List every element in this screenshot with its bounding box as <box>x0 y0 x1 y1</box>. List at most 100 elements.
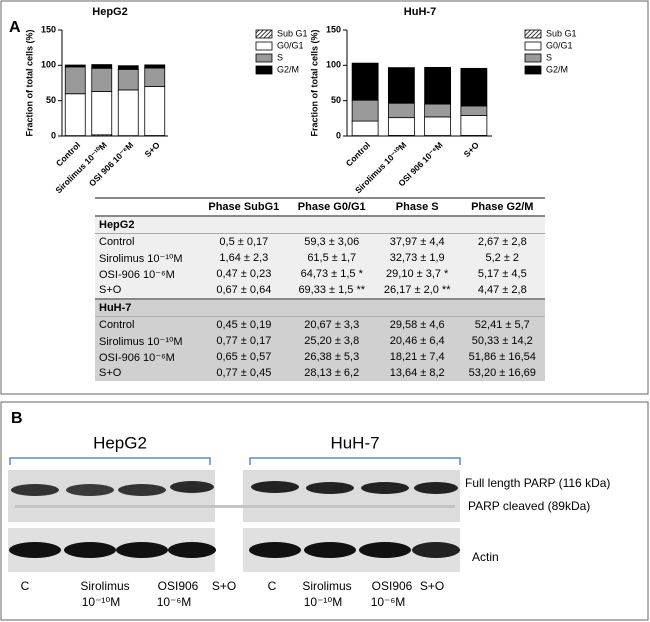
legend-label: G0/G1 <box>277 40 304 50</box>
table-cell: 2,67 ± 2,8 <box>459 233 545 250</box>
lane-label: C <box>268 579 277 593</box>
section-row: HuH-7 <box>95 298 545 317</box>
legend-label: Sub G1 <box>546 28 577 38</box>
lane-label: Sirolimus <box>302 579 351 593</box>
y-axis-label: Fraction of total cells (%) <box>24 29 34 136</box>
table-cell: 0,67 ± 0,64 <box>199 282 289 299</box>
legend-swatch <box>255 65 273 75</box>
y-tick-label: 150 <box>41 24 56 34</box>
table-header: Phase SubG1 Phase G0/G1 Phase S Phase G2/M <box>95 197 545 217</box>
bar-segment <box>351 99 379 122</box>
bar-segment <box>460 105 488 116</box>
section-title: HepG2 <box>95 216 545 234</box>
table-cell: 50,33 ± 14,2 <box>459 333 545 349</box>
bar-segment <box>387 102 415 119</box>
table-cell: 0,77 ± 0,17 <box>199 333 289 349</box>
table-row: OSI-906 10⁻⁶M 0,47 ± 0,23 64,73 ± 1,5 * 29,… <box>95 266 545 282</box>
bar-segment <box>424 103 452 118</box>
table-cell: 53,20 ± 16,69 <box>459 365 545 381</box>
bar-segment <box>117 65 139 70</box>
lane-label: OSI906 <box>372 579 413 593</box>
bar-segment <box>91 67 113 92</box>
row-label: Control <box>95 316 200 333</box>
panel-label: B <box>11 410 23 427</box>
bar-segment <box>64 66 86 95</box>
table-row: OSI-906 10⁻⁶M 0,65 ± 0,57 26,38 ± 5,3 18,21… <box>95 349 545 365</box>
band-label: PARP cleaved (89kDa) <box>468 499 590 513</box>
table-cell: 0,65 ± 0,57 <box>199 349 289 365</box>
lane-label: C <box>21 579 30 593</box>
x-tick-label: S+O <box>142 140 162 160</box>
panel-label: A <box>9 19 21 36</box>
table-cell: 29,10 ± 3,7 * <box>374 266 460 282</box>
table-cell: 18,21 ± 7,4 <box>374 349 460 365</box>
blot-actin <box>8 528 460 572</box>
table-cell: 64,73 ± 1,5 * <box>288 266 375 282</box>
section-title: HuH-7 <box>95 298 545 317</box>
table-cell: 51,86 ± 16,54 <box>459 349 545 365</box>
header-cell: Phase SubG1 <box>199 197 289 217</box>
table-cell: 20,46 ± 6,4 <box>374 333 460 349</box>
table-row: Sirolimus 10⁻¹⁰M 1,64 ± 2,3 61,5 ± 1,7 32,7… <box>95 250 545 266</box>
y-tick-label: 100 <box>326 60 341 70</box>
bar-segment <box>351 120 379 137</box>
group-label: HepG2 <box>93 433 147 452</box>
legend-label: G2/M <box>546 64 568 74</box>
data-table: Phase SubG1 Phase G0/G1 Phase S Phase G2/M H… <box>95 197 545 381</box>
table-cell: 37,97 ± 4,4 <box>374 233 460 250</box>
band-label: Full length PARP (116 kDa) <box>465 476 610 490</box>
bar-segment <box>460 115 488 136</box>
bar-segment <box>117 89 139 137</box>
y-tick-label: 50 <box>331 95 341 105</box>
table-section: HuH-7 Control 0,45 ± 0,19 20,67 ± 3,3 29,58 … <box>95 298 545 381</box>
table-cell: 52,41 ± 5,7 <box>459 316 545 333</box>
legend-swatch <box>524 41 542 51</box>
table-cell: 26,38 ± 5,3 <box>288 349 375 365</box>
table-cell: 26,17 ± 2,0 ** <box>374 282 460 299</box>
table-cell: 29,58 ± 4,6 <box>374 316 460 333</box>
bar-segment <box>64 64 86 68</box>
table-cell: 28,13 ± 6,2 <box>288 365 375 381</box>
bar-segment <box>424 66 452 105</box>
y-tick-label: 0 <box>51 130 56 140</box>
lane-label: Sirolimus <box>80 579 129 593</box>
bar-segment <box>144 64 166 69</box>
header-cell: Phase G2/M <box>459 197 545 217</box>
header-cell <box>95 197 200 217</box>
row-label: S+O <box>95 365 200 381</box>
y-tick-label: 0 <box>336 130 341 140</box>
legend-label: S <box>277 52 283 62</box>
row-label: Sirolimus 10⁻¹⁰M <box>95 333 200 349</box>
bar-segment <box>91 90 113 136</box>
legend-swatch <box>255 29 273 39</box>
legend-label: G2/M <box>277 64 299 74</box>
table-cell: 69,33 ± 1,5 ** <box>288 282 375 299</box>
chart-title: HuH-7 <box>404 6 436 18</box>
row-label: Sirolimus 10⁻¹⁰M <box>95 250 200 266</box>
bracket <box>9 457 211 465</box>
section-row: HepG2 <box>95 216 545 234</box>
bar-segment <box>117 68 139 91</box>
table-cell: 5,17 ± 4,5 <box>459 266 545 282</box>
table-cell: 20,67 ± 3,3 <box>288 316 375 333</box>
lane-label: OSI906 <box>158 579 199 593</box>
x-tick-label: Control <box>344 140 372 168</box>
chart-title: HepG2 <box>92 6 127 18</box>
header-cell: Phase S <box>374 197 460 217</box>
table-row: Control 0,5 ± 0,17 59,3 ± 3,06 37,97 ± 4,4 2… <box>95 233 545 250</box>
x-tick-label: S+O <box>462 140 482 160</box>
table-cell: 32,73 ± 1,9 <box>374 250 460 266</box>
table-row: S+O 0,77 ± 0,45 28,13 ± 6,2 13,64 ± 8,2 53,2… <box>95 365 545 381</box>
table-cell: 1,64 ± 2,3 <box>199 250 289 266</box>
lane-dose: 10⁻¹⁰M <box>304 595 342 609</box>
group-label: HuH-7 <box>330 433 379 452</box>
table-cell: 0,77 ± 0,45 <box>199 365 289 381</box>
bar-segment <box>424 116 452 136</box>
row-label: S+O <box>95 282 200 299</box>
row-label: Control <box>95 233 200 250</box>
table-cell: 4,47 ± 2,8 <box>459 282 545 299</box>
bracket <box>249 457 461 465</box>
legend-label: S <box>546 52 552 62</box>
